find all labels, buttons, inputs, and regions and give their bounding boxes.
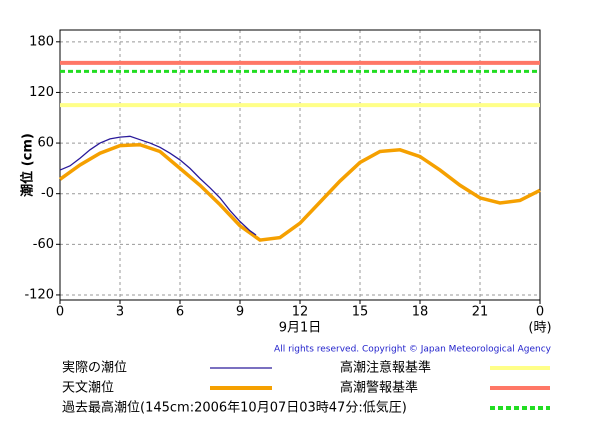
x-axis-label: 9月1日: [279, 321, 322, 336]
x-tick-label: 21: [472, 305, 489, 320]
x-tick-label: 3: [116, 305, 124, 320]
legend-label: 実際の潮位: [62, 360, 127, 376]
x-tick-label: 0: [536, 305, 544, 320]
series-line: [58, 142, 541, 242]
legend-label: 高潮警報基準: [340, 380, 418, 396]
x-tick-label: 12: [292, 305, 309, 320]
legend-label: 過去最高潮位(145cm:2006年10月07日03時47分:低気圧): [62, 400, 407, 416]
x-unit: (時): [528, 321, 551, 336]
y-tick-label: -120: [24, 287, 54, 302]
x-tick-label: 6: [176, 305, 184, 320]
x-tick-label: 0: [56, 305, 64, 320]
legend-label: 天文潮位: [62, 381, 114, 396]
copyright: All rights reserved. Copyright © Japan M…: [274, 345, 552, 355]
y-tick-label: 180: [29, 34, 54, 49]
y-tick-label: -0: [41, 186, 54, 201]
y-tick-label: -60: [33, 237, 54, 252]
y-axis-label: 潮位 (cm): [20, 133, 36, 197]
x-tick-label: 15: [352, 305, 369, 320]
series-line: [59, 135, 257, 236]
x-tick-label: 18: [412, 305, 429, 320]
y-tick-label: 120: [29, 85, 54, 100]
legend-label: 高潮注意報基準: [340, 360, 431, 376]
x-tick-label: 9: [236, 305, 244, 320]
y-tick-label: 60: [37, 136, 54, 151]
plot-frame: [59, 29, 541, 301]
